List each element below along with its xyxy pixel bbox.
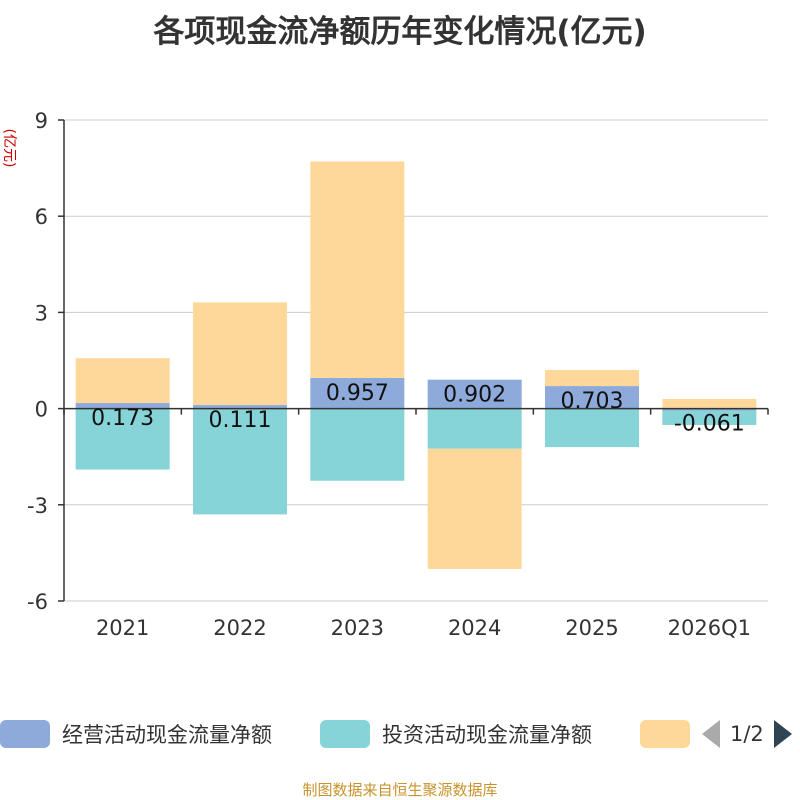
bar-series-1-2021 <box>75 408 170 470</box>
data-label: -0.061 <box>674 412 745 437</box>
legend: 经营活动现金流量净额 投资活动现金流量净额 1/2 <box>0 716 800 752</box>
bar-chart: -6 -3 0 3 6 9 2021 2022 2023 2024 2025 2026Q1 0.173… <box>27 109 769 640</box>
x-tick-label: 2022 <box>213 616 266 640</box>
legend-item-financing[interactable] <box>640 716 690 752</box>
bar-series-2-2022 <box>193 302 287 406</box>
legend-pager: 1/2 <box>702 716 792 752</box>
y-tick-label: -6 <box>27 590 48 614</box>
legend-swatch-investing <box>320 720 370 748</box>
bars-group <box>75 161 757 569</box>
bar-series-2-2023 <box>310 161 405 378</box>
bar-series-0-2023 <box>310 377 405 409</box>
bar-series-1-2026Q1 <box>662 410 757 425</box>
bar-series-0-2021 <box>75 403 170 409</box>
legend-swatch-operating <box>0 720 50 748</box>
previous-page-icon[interactable] <box>702 720 720 748</box>
data-label: 0.902 <box>443 383 506 408</box>
bar-series-2-2024 <box>427 448 522 569</box>
bar-series-1-2023 <box>310 408 405 481</box>
axes-group: -6 -3 0 3 6 9 <box>27 109 769 614</box>
next-page-icon[interactable] <box>773 720 792 748</box>
data-label: 0.111 <box>209 408 272 433</box>
y-tick-label: 6 <box>35 205 48 229</box>
x-tick-label: 2024 <box>448 616 501 640</box>
y-tick-label: -3 <box>27 494 48 518</box>
bar-series-0-2026Q1 <box>662 408 757 411</box>
bar-series-0-2022 <box>193 405 287 409</box>
legend-label-investing: 投资活动现金流量净额 <box>382 723 592 747</box>
bar-series-0-2025 <box>545 386 639 409</box>
bar-series-1-2024 <box>427 408 522 449</box>
bar-series-1-2022 <box>193 408 287 515</box>
data-label: 0.703 <box>561 389 624 414</box>
legend-item-investing[interactable]: 投资活动现金流量净额 <box>320 716 592 752</box>
x-tick-label: 2025 <box>565 616 618 640</box>
chart-title: 各项现金流净额历年变化情况(亿元) <box>153 14 647 50</box>
data-label: 0.173 <box>91 406 154 431</box>
bar-series-2-2026Q1 <box>662 398 757 409</box>
data-source-note: 制图数据来自恒生聚源数据库 <box>302 781 498 799</box>
x-tick-label: 2021 <box>96 616 149 640</box>
legend-swatch-financing <box>640 720 690 748</box>
x-tick-label: 2023 <box>331 616 384 640</box>
labels-group: 2021 2022 2023 2024 2025 2026Q1 0.173 0.111 0.95… <box>91 381 751 640</box>
x-tick-label: 2026Q1 <box>668 616 751 640</box>
bar-series-2-2025 <box>545 370 639 387</box>
bar-series-1-2025 <box>545 408 639 448</box>
legend-item-operating[interactable]: 经营活动现金流量净额 <box>0 716 272 752</box>
y-tick-label: 9 <box>35 109 48 133</box>
bar-series-2-2021 <box>75 358 170 404</box>
data-label: 0.957 <box>326 381 389 406</box>
y-tick-label: 0 <box>35 398 48 422</box>
y-tick-label: 3 <box>35 301 48 325</box>
legend-label-operating: 经营活动现金流量净额 <box>62 723 272 747</box>
legend-page-indicator: 1/2 <box>730 722 764 746</box>
bar-series-0-2024 <box>427 379 522 409</box>
